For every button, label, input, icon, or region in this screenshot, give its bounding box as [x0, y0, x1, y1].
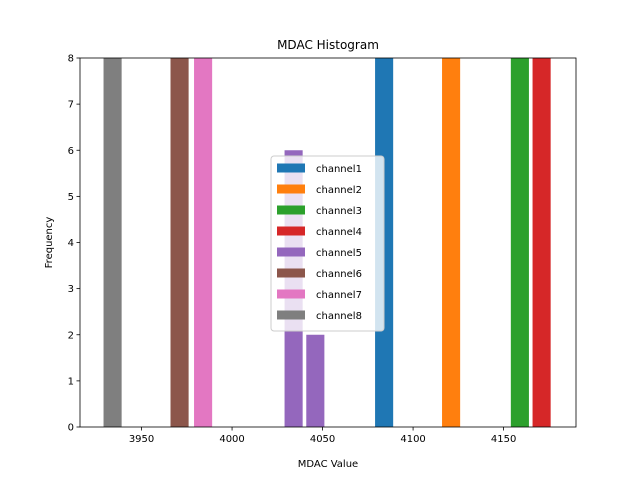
legend-label-channel4: channel4: [316, 227, 362, 238]
plot-frame: [79, 57, 577, 428]
y-tick-label: 1: [68, 376, 74, 387]
x-tick-label: 4100: [400, 434, 425, 445]
x-tick-label: 4050: [310, 434, 335, 445]
bar-channel5-1: [306, 334, 325, 427]
legend-label-channel3: channel3: [316, 206, 362, 217]
legend-swatch-channel5: [277, 247, 305, 257]
bar-channel2-0: [442, 58, 461, 427]
bar-channel7-0: [194, 58, 213, 427]
legend-label-channel6: channel6: [316, 269, 362, 280]
chart-title: MDAC Histogram: [277, 38, 379, 52]
y-tick-label: 7: [68, 100, 74, 111]
legend: channel1 channel2 channel3 channel4 channel5…: [270, 155, 385, 332]
y-tick-label: 8: [68, 54, 74, 65]
legend-swatch-channel2: [277, 184, 305, 194]
legend-box: [270, 155, 385, 332]
x-tick-label: 4150: [491, 434, 516, 445]
x-axis-label: MDAC Value: [298, 459, 358, 470]
x-tick-label: 3950: [129, 434, 154, 445]
bar-channel8-0: [103, 58, 122, 427]
legend-swatch-channel8: [277, 310, 305, 320]
y-tick-label: 6: [68, 146, 74, 157]
legend-label-channel2: channel2: [316, 185, 362, 196]
x-tick-label: 4000: [219, 434, 244, 445]
legend-swatch-channel7: [277, 289, 305, 299]
y-tick-label: 4: [68, 238, 74, 249]
y-tick-label: 0: [68, 423, 74, 434]
legend-swatch-channel3: [277, 205, 305, 215]
legend-swatch-channel4: [277, 226, 305, 236]
legend-label-channel5: channel5: [316, 248, 362, 259]
legend-label-channel8: channel8: [316, 311, 362, 322]
y-tick-label: 3: [68, 284, 74, 295]
bar-channel6-0: [170, 58, 189, 427]
y-tick-label: 2: [68, 330, 74, 341]
x-axis-ticks: 3950 4000 4050 4100 4150: [129, 427, 516, 445]
y-axis-ticks: 0 1 2 3 4 5 6 7 8: [68, 54, 80, 434]
legend-swatch-channel6: [277, 268, 305, 278]
y-axis-label: Frequency: [44, 217, 55, 269]
bar-channel4-0: [532, 58, 551, 427]
legend-label-channel7: channel7: [316, 290, 362, 301]
y-tick-label: 5: [68, 192, 74, 203]
legend-swatch-channel1: [277, 163, 305, 173]
bar-channel3-0: [510, 58, 529, 427]
legend-label-channel1: channel1: [316, 164, 362, 175]
